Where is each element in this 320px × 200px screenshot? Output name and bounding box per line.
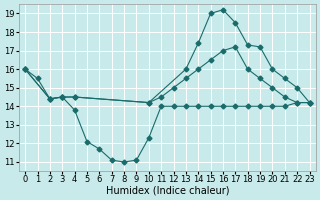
X-axis label: Humidex (Indice chaleur): Humidex (Indice chaleur) — [106, 186, 229, 196]
